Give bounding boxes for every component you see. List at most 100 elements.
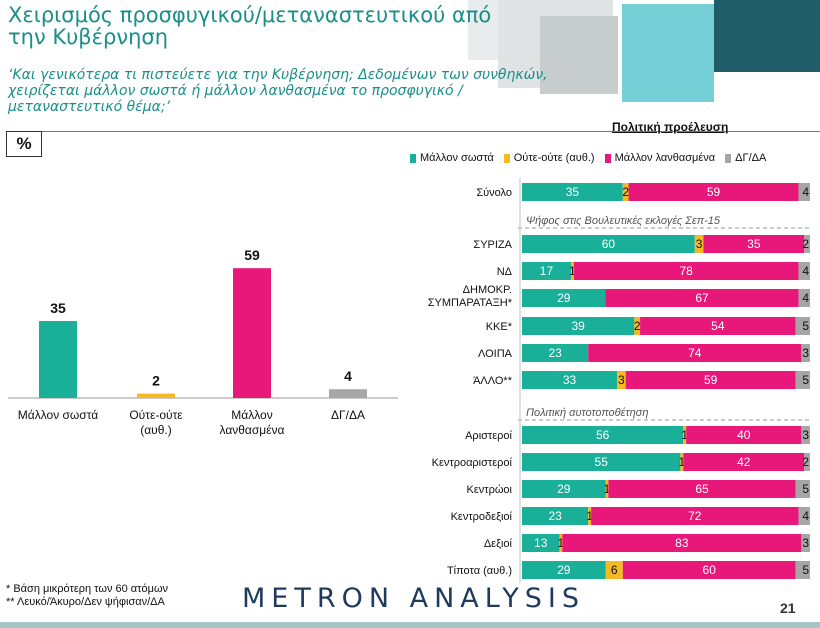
segment-label: 29 <box>557 563 571 577</box>
legend-swatch <box>503 153 510 163</box>
segment-label: 59 <box>707 185 721 199</box>
segment-label: 83 <box>675 536 689 550</box>
stacked-segment <box>683 426 687 444</box>
decor-square-5 <box>714 0 820 72</box>
segment-label: 59 <box>704 373 718 387</box>
stacked-segment <box>570 262 574 280</box>
section-label: Ψήφος στις Βουλευτικές εκλογές Σεπ-15 <box>526 215 721 227</box>
stacked-segment <box>605 480 609 498</box>
segment-label: 55 <box>595 455 609 469</box>
stacked-segment <box>605 561 623 579</box>
legend: Μάλλον σωστά Ούτε-ούτε (αυθ.) Μάλλον λανθα… <box>410 152 766 164</box>
category-label: Ούτε-ούτε <box>129 408 183 422</box>
stacked-segment <box>686 426 802 444</box>
bar <box>233 268 271 398</box>
legend-item: Μάλλον σωστά <box>410 152 494 164</box>
stacked-segment <box>798 183 810 201</box>
stacked-segment <box>522 344 589 362</box>
segment-label: 60 <box>602 237 616 251</box>
origin-label: Πολιτική προέλευση <box>612 120 729 134</box>
segment-label: 6 <box>611 563 618 577</box>
stacked-segment <box>798 289 810 307</box>
bar <box>137 393 175 398</box>
segment-label: 35 <box>566 185 580 199</box>
segment-label: 29 <box>557 291 571 305</box>
category-label: (αυθ.) <box>140 423 172 437</box>
legend-label: ΔΓ/ΔΑ <box>735 152 767 164</box>
legend-label: Ούτε-ούτε (αυθ.) <box>513 152 595 164</box>
segment-label: 5 <box>802 319 809 333</box>
data-label: 2 <box>152 373 160 389</box>
stacked-segment <box>795 317 810 335</box>
segment-label: 3 <box>618 373 625 387</box>
segment-label: 54 <box>711 319 725 333</box>
decor-square-4 <box>622 4 714 102</box>
stacked-segment <box>804 453 810 471</box>
row-label: Κεντροδεξιοί <box>451 511 513 523</box>
stacked-segment <box>801 344 810 362</box>
legend-label: Μάλλον σωστά <box>420 152 494 164</box>
legend-item: ΔΓ/ΔΑ <box>725 152 766 164</box>
footnotes: * Βάση μικρότερη των 60 ατόμων ** Λευκό/… <box>6 583 168 609</box>
segment-label: 1 <box>604 482 611 496</box>
stacked-segment <box>622 561 796 579</box>
segment-label: 1 <box>586 509 593 523</box>
stacked-segment <box>522 262 571 280</box>
stacked-segment <box>795 480 810 498</box>
stacked-segment <box>522 561 606 579</box>
stacked-segment <box>617 371 626 389</box>
row-label: ΛΟΙΠΑ <box>478 348 513 360</box>
row-label: Τίποτα (αυθ.) <box>447 565 512 577</box>
segment-label: 40 <box>737 428 751 442</box>
segment-label: 3 <box>802 536 809 550</box>
bar <box>329 389 367 398</box>
stacked-segment <box>522 426 684 444</box>
segment-label: 1 <box>681 428 688 442</box>
segment-label: 72 <box>688 509 702 523</box>
legend-item: Μάλλον λανθασμένα <box>604 152 715 164</box>
stacked-segment <box>522 371 618 389</box>
segment-label: 13 <box>534 536 548 550</box>
category-label: Μάλλον <box>231 408 272 422</box>
stacked-segment <box>522 235 695 253</box>
data-label: 59 <box>244 247 260 263</box>
page-title: Χειρισμός προσφυγικού/μεταναστευτικού απ… <box>8 3 492 49</box>
stacked-segment <box>628 183 799 201</box>
segment-label: 4 <box>802 291 809 305</box>
segment-label: 65 <box>695 482 709 496</box>
stacked-segment <box>622 183 629 201</box>
segment-label: 35 <box>747 237 761 251</box>
segment-label: 2 <box>634 319 641 333</box>
data-label: 35 <box>50 300 66 316</box>
stacked-segment <box>562 534 802 552</box>
segment-label: 29 <box>557 482 571 496</box>
stacked-segment <box>795 371 810 389</box>
legend-item: Ούτε-ούτε (αυθ.) <box>503 152 595 164</box>
question-subtitle: ‘Και γενικότερα τι πιστεύετε για την Κυβ… <box>8 67 548 115</box>
stacked-segment <box>522 480 606 498</box>
segment-label: 4 <box>802 509 809 523</box>
segment-label: 1 <box>678 455 685 469</box>
stacked-segment <box>683 453 805 471</box>
stacked-segment <box>801 426 810 444</box>
category-label: Μάλλον σωστά <box>18 408 99 422</box>
stacked-segment <box>703 235 805 253</box>
row-label: Δεξιοί <box>484 538 513 550</box>
segment-label: 23 <box>548 509 562 523</box>
segment-label: 17 <box>540 264 554 278</box>
stacked-segment <box>522 317 635 335</box>
segment-label: 3 <box>802 428 809 442</box>
segment-label: 23 <box>548 346 562 360</box>
stacked-segment <box>804 235 810 253</box>
legend-swatch <box>410 153 416 163</box>
stacked-segment <box>801 534 810 552</box>
stacked-segment <box>795 561 810 579</box>
segment-label: 2 <box>622 185 629 199</box>
segment-label: 3 <box>696 237 703 251</box>
segment-label: 42 <box>737 455 751 469</box>
row-label: Κεντροαριστεροί <box>432 457 513 469</box>
segment-label: 1 <box>569 264 576 278</box>
bottom-bar <box>0 622 820 628</box>
percent-label: % <box>6 131 42 157</box>
segment-label: 2 <box>802 455 809 469</box>
